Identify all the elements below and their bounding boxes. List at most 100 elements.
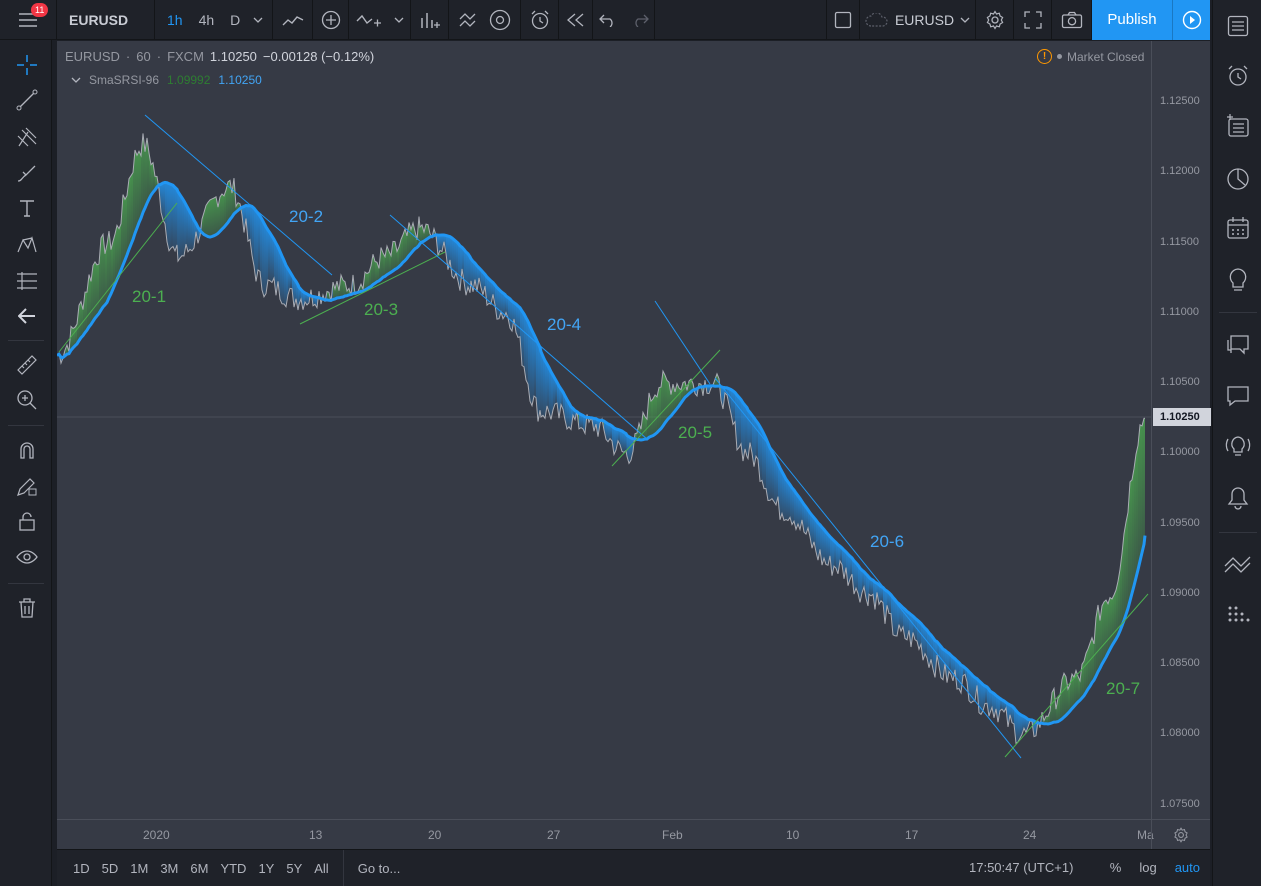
save-layout-button[interactable]: EURUSD (860, 0, 976, 40)
fullscreen-button[interactable] (1014, 0, 1052, 40)
indicator-fill-segment (341, 275, 343, 298)
trading-panel-button[interactable] (1224, 550, 1252, 578)
sidebar-divider (1219, 532, 1257, 533)
play-button[interactable] (1172, 0, 1210, 40)
market-status[interactable]: ! Market Closed (1037, 49, 1144, 64)
range-ytd[interactable]: YTD (220, 860, 247, 876)
indicator-fill-segment (798, 495, 800, 530)
range-6m[interactable]: 6M (190, 860, 209, 876)
watchlist-button[interactable] (1224, 12, 1252, 40)
undo-icon[interactable] (598, 13, 617, 27)
settings-button[interactable] (976, 0, 1014, 40)
time-tick: 2020 (143, 828, 170, 842)
interval-d[interactable]: D (230, 11, 241, 28)
range-1d[interactable]: 1D (73, 860, 90, 876)
indicator-fill-segment (135, 150, 137, 234)
price-axis[interactable]: 1.12500 1.12000 1.11500 1.11000 1.10500 … (1151, 41, 1211, 819)
percent-scale-button[interactable]: % (1109, 860, 1122, 875)
indicator-fill-segment (1048, 711, 1050, 725)
trend-line[interactable] (389, 214, 648, 440)
indicator-fill-segment (101, 234, 103, 311)
log-scale-button[interactable]: log (1139, 860, 1157, 875)
replay-button[interactable] (559, 0, 594, 40)
indicators-button[interactable] (349, 0, 412, 40)
more-button[interactable] (1224, 600, 1252, 628)
trend-line[interactable] (144, 114, 333, 276)
main-menu-button[interactable]: 11 (0, 0, 57, 40)
indicator-fill-segment (766, 438, 768, 501)
lock-all-tool[interactable] (14, 508, 40, 534)
goto-button[interactable]: Go to... (342, 849, 400, 886)
cloud-icon (865, 12, 888, 27)
trend-lines (58, 114, 1149, 759)
chart-type-button[interactable] (273, 0, 314, 40)
price-chart[interactable] (57, 41, 1151, 819)
indicator-fill-segment (581, 414, 583, 429)
lock-drawing-tool[interactable] (14, 473, 40, 499)
pitchfork-tool[interactable] (14, 124, 40, 150)
trend-line[interactable] (1004, 593, 1149, 758)
trend-line[interactable] (611, 349, 721, 467)
indicator-fill-segment (921, 623, 923, 661)
pattern-tool[interactable] (14, 232, 40, 258)
magnet-tool[interactable] (14, 437, 40, 463)
interval-4h[interactable]: 4h (198, 11, 215, 28)
range-1y[interactable]: 1Y (258, 860, 275, 876)
trend-line[interactable] (58, 202, 178, 353)
crosshair-tool[interactable] (14, 52, 40, 78)
range-1m[interactable]: 1M (130, 860, 149, 876)
trend-line[interactable] (654, 300, 711, 385)
messages-button[interactable] (1224, 382, 1252, 410)
publish-button[interactable]: Publish (1092, 0, 1172, 40)
indicator-fill-segment (333, 282, 335, 300)
alerts-button[interactable] (1224, 62, 1252, 90)
hide-drawings-tool[interactable] (14, 544, 40, 570)
auto-scale-button[interactable]: auto (1174, 860, 1200, 875)
remove-drawings-tool[interactable] (14, 595, 40, 621)
compare-button[interactable] (313, 0, 350, 40)
data-window-button[interactable] (1224, 112, 1252, 140)
indicator-fill-segment (483, 272, 485, 295)
indicator-fill-segment (1144, 418, 1145, 545)
range-all[interactable]: All (314, 860, 329, 876)
clock-timezone[interactable]: 17:50:47 (UTC+1) (969, 860, 1074, 875)
indicator-fill-segment (411, 222, 413, 254)
ideas-button[interactable] (1224, 266, 1252, 294)
layout-button[interactable] (826, 0, 860, 40)
chart-pane[interactable]: EURUSD · 60 · FXCM 1.10250 −0.00128 (−0.… (57, 41, 1211, 849)
notifications-button[interactable] (1224, 484, 1252, 512)
zoom-tool[interactable] (14, 387, 40, 413)
templates-button[interactable] (449, 0, 522, 40)
alert-button[interactable] (521, 0, 560, 40)
hotlists-button[interactable] (1224, 165, 1252, 193)
trend-line[interactable] (299, 251, 446, 325)
financials-button[interactable] (411, 0, 450, 40)
indicator-fill-segment (879, 584, 881, 605)
calendar-button[interactable] (1224, 214, 1252, 242)
range-5y[interactable]: 5Y (286, 860, 303, 876)
indicator-fill-segment (1136, 445, 1138, 578)
redo-icon[interactable] (631, 13, 649, 27)
chevron-down-icon[interactable] (71, 77, 81, 83)
trend-line-tool[interactable] (14, 87, 40, 113)
streams-button[interactable] (1224, 432, 1252, 460)
range-3m[interactable]: 3M (160, 860, 179, 876)
interval-dropdown[interactable] (248, 0, 268, 40)
snapshot-button[interactable] (1052, 0, 1092, 40)
indicator-fill-segment (655, 394, 657, 435)
chart-settings-button[interactable] (1151, 819, 1210, 849)
indicator-fill-segment (530, 326, 532, 406)
indicator-legend[interactable]: SmaSRSI-96 1.09992 1.10250 (71, 73, 262, 87)
time-axis[interactable]: 2020 13 20 27 Feb 10 17 24 Ma (57, 819, 1154, 849)
range-5d[interactable]: 5D (101, 860, 119, 876)
symbol-search[interactable]: EURUSD (57, 0, 155, 40)
interval-1h[interactable]: 1h (167, 11, 183, 28)
indicator-fill-segment (651, 398, 653, 437)
trend-line[interactable] (714, 377, 1022, 759)
hide-toolbar-button[interactable] (14, 303, 40, 329)
brush-tool[interactable] (14, 160, 40, 186)
forecast-tool[interactable] (14, 268, 40, 294)
chats-button[interactable] (1224, 330, 1252, 358)
text-tool[interactable] (14, 195, 40, 221)
measure-tool[interactable] (14, 352, 40, 378)
